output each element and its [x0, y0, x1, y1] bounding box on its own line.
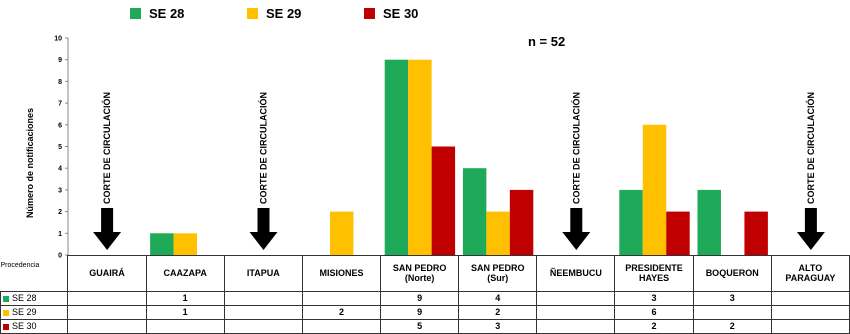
table-cell — [536, 318, 616, 334]
table-cell — [536, 304, 616, 320]
series-swatch — [3, 309, 9, 316]
table-row: SE 29 1 2 9 2 6 — [0, 304, 850, 320]
table-row: SE 28 1 9 4 3 3 — [0, 290, 850, 306]
table-cell — [770, 290, 850, 306]
legend-swatch — [247, 8, 258, 19]
category-label: CAAZAPA — [145, 255, 225, 292]
category-row: Procedencia GUAIRÁ CAAZAPA ITAPUA MISIONES SA… — [0, 255, 850, 292]
table-cell — [301, 318, 382, 334]
table-cell — [67, 290, 147, 306]
y-tick-label: 5 — [58, 144, 62, 151]
table-cell: 6 — [614, 304, 694, 320]
table-row: SE 30 5 3 2 2 — [0, 318, 850, 334]
y-tick-label: 7 — [58, 101, 62, 108]
y-tick-label: 0 — [58, 253, 62, 260]
category-label: SAN PEDRO (Sur) — [458, 255, 538, 292]
table-cell — [145, 318, 225, 334]
category-label: MISIONES — [301, 255, 382, 292]
y-tick-label: 10 — [54, 36, 62, 43]
y-tick-label: 2 — [58, 209, 62, 216]
y-tick-label: 9 — [58, 57, 62, 64]
y-tick-label: 6 — [58, 122, 62, 129]
down-arrow-icon — [93, 208, 122, 250]
y-tick-label: 3 — [58, 187, 62, 194]
bar-chart: 0 1 2 3 4 5 6 7 8 9 10 CORTE DE CIRCULACIÓN CORTE DE… — [54, 36, 825, 260]
category-label: BOQUERON — [692, 255, 772, 292]
series-swatch — [3, 323, 9, 330]
series-swatch — [3, 295, 9, 302]
table-cell — [770, 318, 850, 334]
series-label: SE 30 — [0, 318, 69, 334]
y-tick-label: 1 — [58, 231, 62, 238]
table-cell: 2 — [301, 304, 382, 320]
table-cell: 3 — [692, 290, 772, 306]
bar-se29-7 — [642, 124, 667, 255]
bar-se29-3 — [329, 211, 354, 255]
table-cell: 2 — [614, 318, 694, 334]
table-cell: 3 — [458, 318, 538, 334]
bar-se28-5 — [462, 168, 487, 255]
table-cell — [223, 304, 303, 320]
table-cell: 5 — [380, 318, 460, 334]
table-cell: 9 — [380, 290, 460, 306]
table-cell — [301, 290, 382, 306]
data-table: Procedencia GUAIRÁ CAAZAPA ITAPUA MISIONES SA… — [0, 255, 850, 334]
category-label: ITAPUA — [223, 255, 303, 292]
legend-item-se29: SE 29 — [247, 6, 301, 21]
y-tick-label: 8 — [58, 79, 62, 86]
category-label: SAN PEDRO (Norte) — [380, 255, 460, 292]
legend-item-se30: SE 30 — [364, 6, 418, 21]
table-cell — [67, 318, 147, 334]
y-tick-label: 4 — [58, 166, 62, 173]
bar-se29-5 — [486, 211, 510, 255]
table-cell — [692, 304, 772, 320]
annotation-label: CORTE DE CIRCULACIÓN — [805, 92, 816, 204]
bar-se28-8 — [697, 189, 721, 255]
bar-se30-7 — [666, 211, 690, 255]
legend-label: SE 28 — [149, 6, 185, 21]
bar-se30-5 — [509, 189, 534, 255]
bar-se30-8 — [744, 211, 768, 255]
table-cell: 4 — [458, 290, 538, 306]
annotation-label: CORTE DE CIRCULACIÓN — [101, 92, 112, 204]
series-label: SE 29 — [0, 304, 69, 320]
bar-se28-4 — [384, 59, 409, 256]
table-cell — [223, 290, 303, 306]
legend-item-se28: SE 28 — [130, 6, 184, 21]
table-cell — [770, 304, 850, 320]
down-arrow-icon — [562, 208, 591, 250]
legend-label: SE 29 — [266, 6, 302, 21]
table-cell: 1 — [145, 290, 225, 306]
bar-se29-4 — [408, 59, 432, 256]
table-cell — [536, 290, 616, 306]
bar-se29-1 — [173, 233, 198, 255]
down-arrow-icon — [796, 208, 825, 250]
down-arrow-icon — [249, 208, 278, 250]
table-cell — [67, 304, 147, 320]
legend-swatch — [364, 8, 375, 19]
table-cell — [223, 318, 303, 334]
series-label: SE 28 — [0, 290, 69, 306]
bar-se28-1 — [150, 233, 174, 255]
table-cell: 1 — [145, 304, 225, 320]
bar-se28-7 — [619, 189, 643, 255]
table-cell: 2 — [692, 318, 772, 334]
sample-size-label: n = 52 — [528, 34, 566, 49]
row-header-procedencia: Procedencia — [0, 261, 40, 269]
annotation-label: CORTE DE CIRCULACIÓN — [258, 92, 269, 204]
annotation-label: CORTE DE CIRCULACIÓN — [570, 92, 581, 204]
category-label: ÑEEMBUCU — [536, 255, 616, 292]
category-label: PRESIDENTE HAYES — [614, 255, 694, 292]
legend-label: SE 30 — [383, 6, 419, 21]
category-label: ALTO PARAGUAY — [770, 255, 850, 292]
table-cell: 9 — [380, 304, 460, 320]
category-label: GUAIRÁ — [67, 255, 147, 292]
table-cell: 2 — [458, 304, 538, 320]
bar-se30-4 — [431, 146, 456, 255]
legend-swatch — [130, 8, 141, 19]
table-cell: 3 — [614, 290, 694, 306]
